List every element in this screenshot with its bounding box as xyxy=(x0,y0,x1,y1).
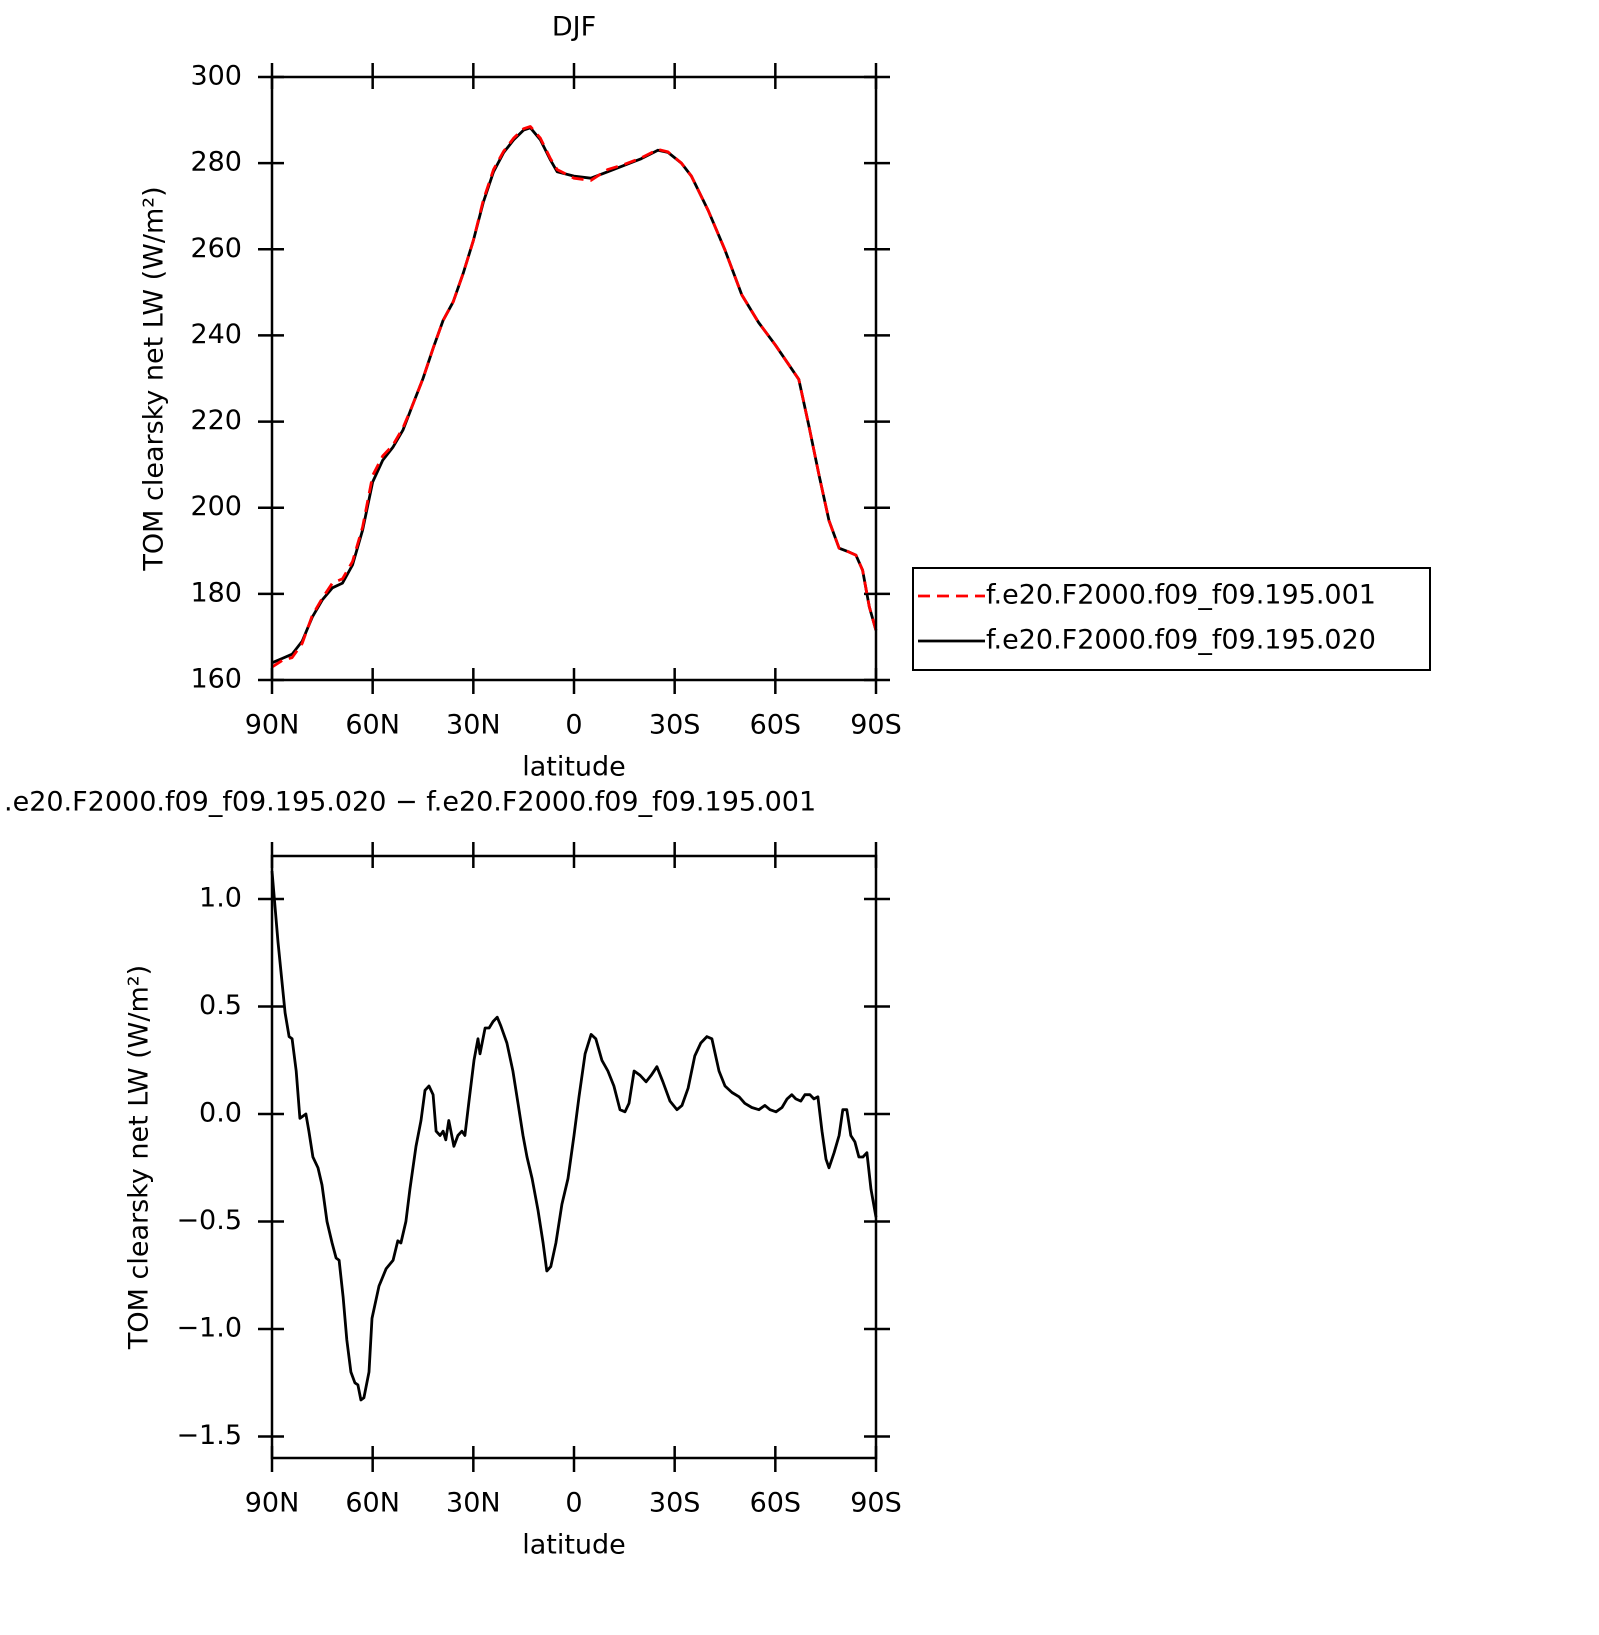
x-tick-label: 30N xyxy=(446,1488,501,1519)
y-tick-label: 300 xyxy=(190,61,242,92)
data-line xyxy=(271,126,878,665)
y-tick-label: 180 xyxy=(190,577,242,608)
x-tick-label: 0 xyxy=(565,1488,582,1519)
y-tick-label: −0.5 xyxy=(176,1205,242,1236)
x-tick-label: 90S xyxy=(850,1488,902,1519)
legend-label: f.e20.F2000.f09_f09.195.020 xyxy=(986,625,1376,656)
y-tick-label: 0.0 xyxy=(199,1098,242,1129)
y-tick-label: −1.5 xyxy=(176,1420,242,1451)
x-tick-label: 60S xyxy=(750,1488,802,1519)
chart-title: .e20.F2000.f09_f09.195.020 − f.e20.F2000… xyxy=(4,787,816,818)
x-tick-label: 30S xyxy=(649,1488,701,1519)
data-line xyxy=(271,125,878,669)
data-line xyxy=(270,870,878,1402)
y-tick-label: 260 xyxy=(190,233,242,264)
x-tick-label: 0 xyxy=(565,710,582,741)
y-axis-label: TOM clearsky net LW (W/m²) xyxy=(124,965,155,1350)
x-tick-label: 60N xyxy=(345,710,400,741)
y-tick-label: 160 xyxy=(190,664,242,695)
x-tick-label: 30N xyxy=(446,710,501,741)
legend-label: f.e20.F2000.f09_f09.195.001 xyxy=(986,580,1376,611)
x-tick-label: 90S xyxy=(850,710,902,741)
y-tick-label: 240 xyxy=(190,319,242,350)
y-tick-label: 200 xyxy=(190,491,242,522)
plot-frame xyxy=(270,854,878,1460)
x-tick-label: 30S xyxy=(649,710,701,741)
x-tick-label: 60S xyxy=(750,710,802,741)
x-axis-label: latitude xyxy=(522,752,626,783)
plot-frame xyxy=(270,75,878,682)
y-tick-label: 1.0 xyxy=(199,883,242,914)
chart-title: DJF xyxy=(552,12,596,43)
y-axis-label: TOM clearsky net LW (W/m²) xyxy=(139,186,170,571)
y-tick-label: −1.0 xyxy=(176,1313,242,1344)
x-tick-label: 90N xyxy=(245,710,300,741)
x-axis-label: latitude xyxy=(522,1530,626,1561)
x-tick-label: 60N xyxy=(345,1488,400,1519)
y-tick-label: 280 xyxy=(190,147,242,178)
legend-box xyxy=(912,567,1431,671)
y-tick-label: 0.5 xyxy=(199,990,242,1021)
y-tick-label: 220 xyxy=(190,405,242,436)
x-tick-label: 90N xyxy=(245,1488,300,1519)
